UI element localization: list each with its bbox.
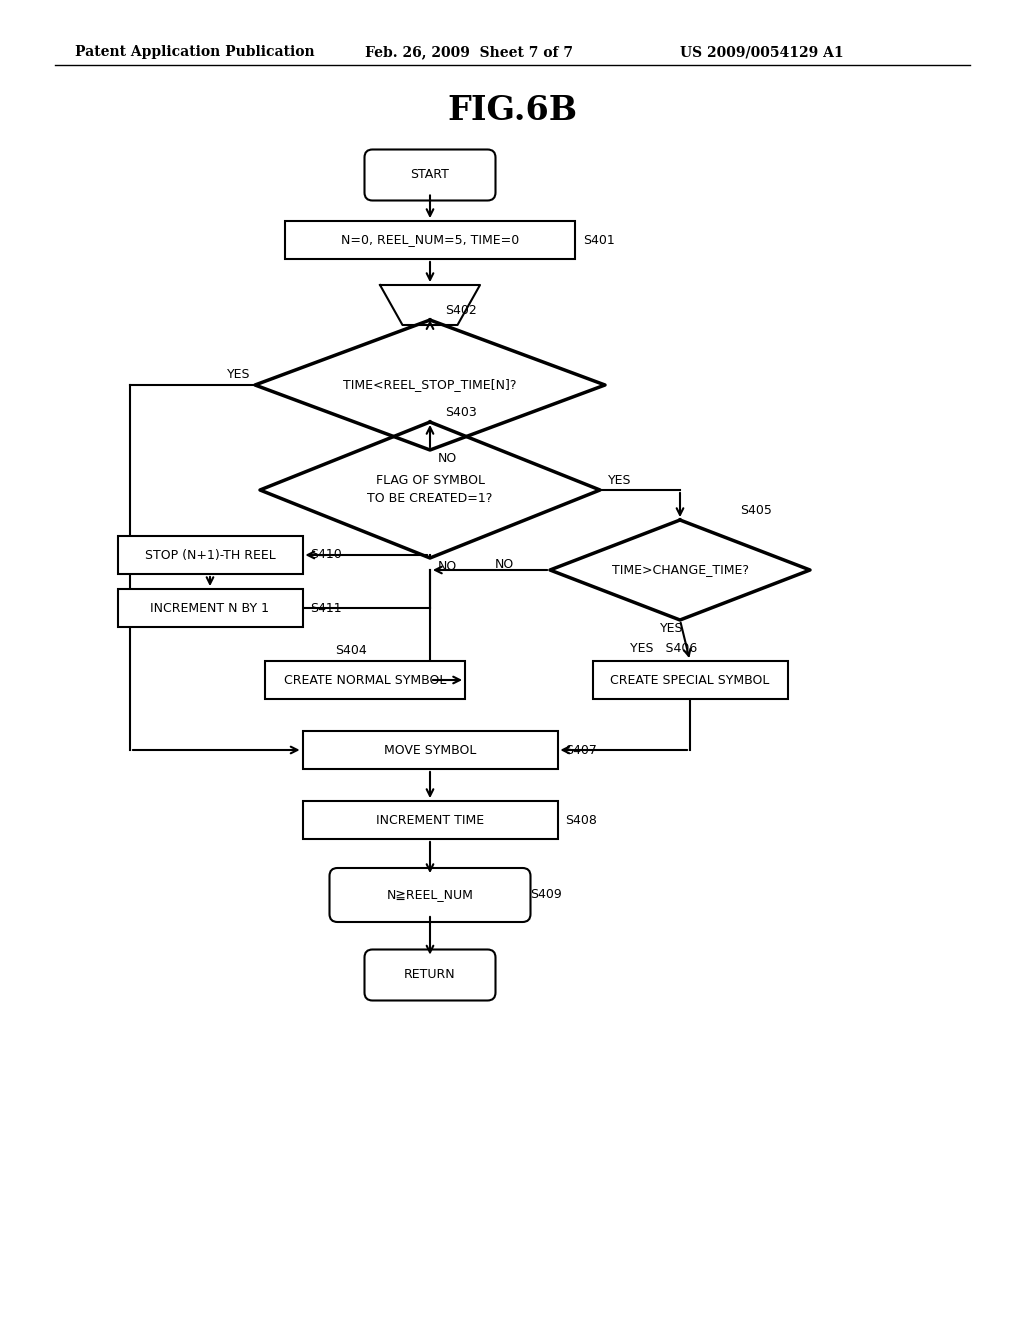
Text: INCREMENT TIME: INCREMENT TIME bbox=[376, 813, 484, 826]
Text: TO BE CREATED=1?: TO BE CREATED=1? bbox=[368, 492, 493, 506]
Text: NO: NO bbox=[495, 558, 514, 572]
Text: YES: YES bbox=[660, 622, 683, 635]
Polygon shape bbox=[260, 422, 600, 558]
Bar bbox=[285, 220, 575, 259]
Polygon shape bbox=[550, 520, 810, 620]
Bar bbox=[118, 536, 302, 574]
Text: YES   S406: YES S406 bbox=[630, 643, 697, 656]
Text: N=0, REEL_NUM=5, TIME=0: N=0, REEL_NUM=5, TIME=0 bbox=[341, 234, 519, 247]
Bar bbox=[302, 731, 557, 770]
FancyBboxPatch shape bbox=[330, 869, 530, 921]
Text: S411: S411 bbox=[310, 602, 342, 615]
Text: S402: S402 bbox=[445, 304, 477, 317]
Bar bbox=[593, 661, 787, 700]
Text: S403: S403 bbox=[445, 405, 477, 418]
Text: RETURN: RETURN bbox=[404, 969, 456, 982]
Text: N≧REEL_NUM: N≧REEL_NUM bbox=[387, 888, 473, 902]
Text: YES: YES bbox=[226, 368, 250, 381]
Text: STOP (N+1)-TH REEL: STOP (N+1)-TH REEL bbox=[144, 549, 275, 561]
Text: S405: S405 bbox=[740, 503, 772, 516]
Text: S408: S408 bbox=[565, 813, 597, 826]
Text: S401: S401 bbox=[583, 234, 614, 247]
Polygon shape bbox=[255, 319, 605, 450]
Text: Patent Application Publication: Patent Application Publication bbox=[75, 45, 314, 59]
Text: CREATE NORMAL SYMBOL: CREATE NORMAL SYMBOL bbox=[284, 673, 446, 686]
Text: NO: NO bbox=[438, 451, 458, 465]
Bar bbox=[265, 661, 465, 700]
Bar bbox=[302, 801, 557, 840]
Bar bbox=[118, 589, 302, 627]
Text: START: START bbox=[411, 169, 450, 181]
Text: TIME<REEL_STOP_TIME[N]?: TIME<REEL_STOP_TIME[N]? bbox=[343, 379, 517, 392]
Text: FIG.6B: FIG.6B bbox=[446, 94, 578, 127]
FancyBboxPatch shape bbox=[365, 149, 496, 201]
Text: MOVE SYMBOL: MOVE SYMBOL bbox=[384, 743, 476, 756]
Text: YES: YES bbox=[608, 474, 632, 487]
Text: TIME>CHANGE_TIME?: TIME>CHANGE_TIME? bbox=[611, 564, 749, 577]
Text: S407: S407 bbox=[565, 743, 597, 756]
Text: INCREMENT N BY 1: INCREMENT N BY 1 bbox=[151, 602, 269, 615]
FancyBboxPatch shape bbox=[365, 949, 496, 1001]
Text: US 2009/0054129 A1: US 2009/0054129 A1 bbox=[680, 45, 844, 59]
Text: Feb. 26, 2009  Sheet 7 of 7: Feb. 26, 2009 Sheet 7 of 7 bbox=[365, 45, 573, 59]
Text: FLAG OF SYMBOL: FLAG OF SYMBOL bbox=[376, 474, 484, 487]
Text: CREATE SPECIAL SYMBOL: CREATE SPECIAL SYMBOL bbox=[610, 673, 770, 686]
Text: S409: S409 bbox=[530, 888, 562, 902]
Polygon shape bbox=[380, 285, 480, 325]
Text: S404: S404 bbox=[335, 644, 367, 657]
Text: S410: S410 bbox=[310, 549, 342, 561]
Text: NO: NO bbox=[438, 560, 458, 573]
